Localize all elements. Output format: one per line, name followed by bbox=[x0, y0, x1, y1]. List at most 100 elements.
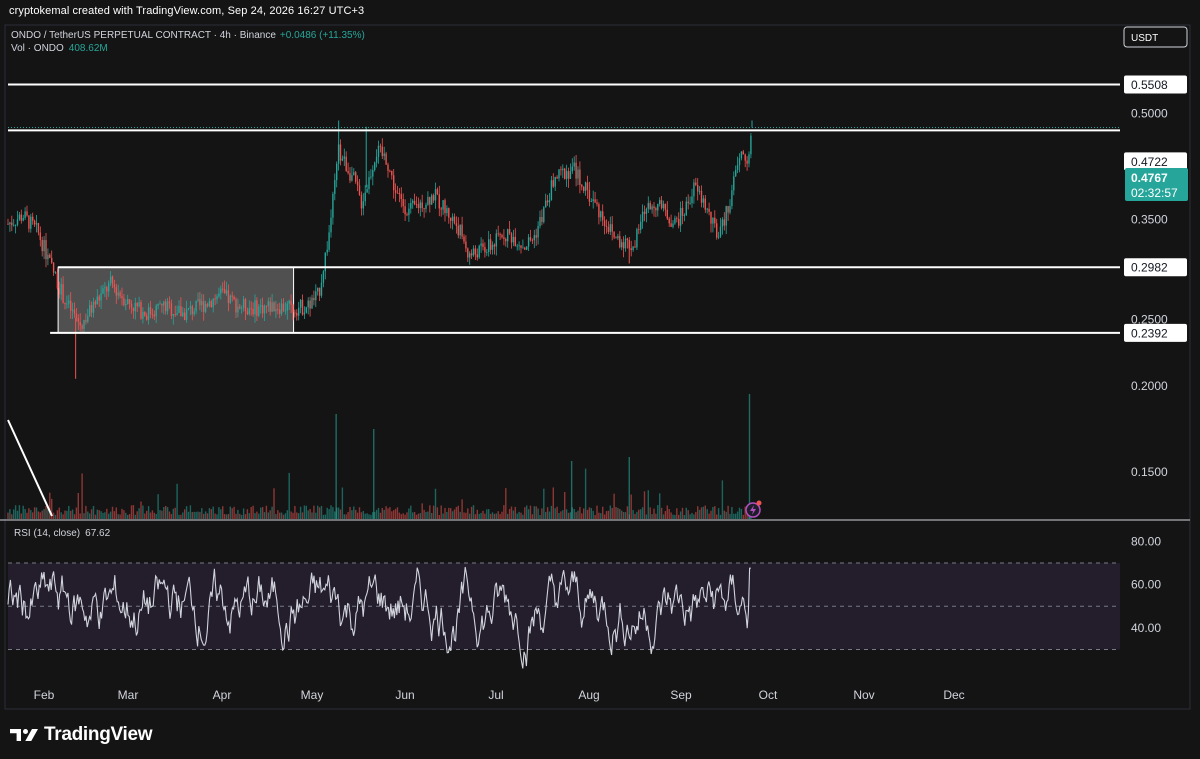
candle-body-165 bbox=[320, 282, 323, 296]
volume-bar-106 bbox=[208, 508, 211, 519]
volume-bar-372 bbox=[714, 506, 716, 519]
candle-body-156 bbox=[303, 312, 306, 315]
symbol-legend[interactable]: ONDO / TetherUS PERPETUAL CONTRACT · 4h … bbox=[11, 30, 365, 41]
volume-bar-108 bbox=[212, 506, 214, 519]
candle-body-164 bbox=[318, 287, 321, 296]
candle-body-26 bbox=[56, 272, 59, 289]
candle-body-61 bbox=[123, 298, 125, 306]
volume-bar-314 bbox=[603, 514, 606, 519]
candle-body-201 bbox=[389, 170, 391, 172]
rsi-legend[interactable]: RSI (14, close) 67.62 bbox=[14, 528, 111, 539]
volume-bar-105 bbox=[206, 513, 209, 519]
time-tick-5: Jul bbox=[488, 688, 503, 702]
volume-bar-284 bbox=[546, 507, 549, 519]
volume-bar-187 bbox=[362, 510, 364, 519]
candle-body-308 bbox=[592, 199, 594, 202]
volume-bar-1 bbox=[9, 509, 11, 519]
volume-bar-59 bbox=[119, 514, 121, 519]
candle-body-322 bbox=[619, 235, 621, 248]
candle-body-185 bbox=[358, 185, 361, 195]
candle-body-377 bbox=[723, 219, 725, 226]
candle-body-280 bbox=[539, 217, 541, 227]
time-tick-10: Dec bbox=[943, 688, 964, 702]
volume-bar-4 bbox=[14, 505, 17, 519]
candle-body-303 bbox=[583, 186, 585, 191]
volume-bar-354 bbox=[679, 511, 682, 519]
volume-bar-325 bbox=[624, 512, 627, 519]
candle-body-323 bbox=[621, 242, 623, 248]
candle-body-342 bbox=[657, 203, 659, 211]
candle-body-354 bbox=[679, 207, 682, 226]
currency-button[interactable]: USDT bbox=[1123, 26, 1188, 48]
time-tick-8: Oct bbox=[759, 688, 778, 702]
volume-bar-287 bbox=[552, 487, 554, 519]
candle-body-246 bbox=[474, 248, 477, 255]
candle-body-119 bbox=[233, 296, 235, 300]
candle-body-290 bbox=[558, 169, 560, 179]
volume-bar-329 bbox=[632, 510, 634, 519]
volume-bar-156 bbox=[303, 505, 306, 519]
volume-bar-0 bbox=[7, 512, 9, 519]
candle-body-320 bbox=[615, 237, 617, 239]
candle-body-160 bbox=[311, 297, 313, 309]
volume-bar-227 bbox=[438, 514, 440, 519]
price-tick-5: 0.1500 bbox=[1131, 465, 1168, 479]
volume-bar-189 bbox=[366, 513, 368, 519]
rsi-axis-labels: 80.00 60.00 40.00 bbox=[1131, 534, 1161, 634]
candle-body-276 bbox=[531, 240, 534, 241]
candle-body-16 bbox=[37, 223, 40, 233]
volume-bar-77 bbox=[153, 512, 155, 519]
currency-label: USDT bbox=[1131, 33, 1158, 44]
volume-bar-16 bbox=[37, 511, 40, 519]
volume-bar-241 bbox=[465, 512, 467, 519]
candle-body-367 bbox=[704, 198, 706, 210]
candle-body-59 bbox=[119, 292, 121, 297]
volume-bar-51 bbox=[104, 512, 106, 519]
volume-bar-185 bbox=[358, 507, 361, 519]
horizontal-levels[interactable] bbox=[8, 83, 1120, 334]
volume-legend[interactable]: Vol · ONDO 408.62M bbox=[11, 43, 108, 54]
volume-bar-191 bbox=[370, 514, 372, 519]
volume-bar-168 bbox=[326, 507, 328, 519]
volume-bar-68 bbox=[136, 511, 138, 519]
candle-body-205 bbox=[396, 192, 399, 194]
volume-bar-192 bbox=[372, 512, 374, 519]
volume-bar-47 bbox=[96, 509, 98, 519]
volume-bar-312 bbox=[600, 513, 602, 519]
candle-body-296 bbox=[569, 171, 572, 179]
alert-icon[interactable] bbox=[745, 500, 762, 518]
candle-body-239 bbox=[461, 224, 463, 237]
volume-bar-72 bbox=[144, 513, 146, 519]
candle-body-268 bbox=[516, 245, 518, 247]
candle-body-314 bbox=[603, 220, 606, 227]
candle-body-250 bbox=[482, 243, 484, 248]
candle-body-302 bbox=[581, 184, 583, 187]
volume-bar-207 bbox=[400, 514, 402, 519]
volume-bar-228 bbox=[440, 505, 442, 519]
volume-bar-130 bbox=[254, 513, 256, 519]
volume-bar-97 bbox=[191, 512, 193, 519]
volume-bar-169 bbox=[328, 509, 330, 519]
volume-bar-112 bbox=[220, 509, 222, 519]
candle-body-382 bbox=[733, 176, 735, 191]
volume-bar-366 bbox=[702, 506, 705, 519]
volume-bar-60 bbox=[121, 508, 123, 519]
candle-body-248 bbox=[478, 245, 480, 258]
candle-body-238 bbox=[459, 224, 461, 236]
current-price-label: 0.4767 bbox=[1131, 171, 1168, 185]
time-tick-2: Apr bbox=[213, 688, 232, 702]
tradingview-logo[interactable]: TradingView bbox=[10, 724, 153, 746]
volume-bar-53 bbox=[108, 513, 110, 519]
volume-bar-87 bbox=[172, 508, 174, 519]
candle-body-84 bbox=[166, 301, 169, 312]
rsi-line bbox=[7, 566, 751, 669]
volume-bar-100 bbox=[197, 511, 199, 519]
volume-bar-272 bbox=[524, 507, 526, 519]
candle-body-148 bbox=[288, 300, 290, 304]
volume-bar-132 bbox=[258, 513, 260, 519]
volume-bar-137 bbox=[267, 512, 269, 519]
volume-bar-44 bbox=[90, 509, 93, 519]
volume-bar-311 bbox=[598, 512, 600, 519]
volume-bar-194 bbox=[375, 509, 378, 519]
